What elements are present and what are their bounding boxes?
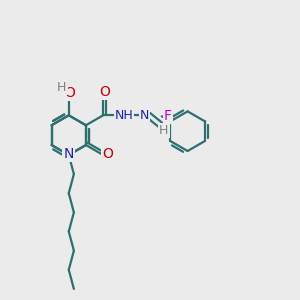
Text: N: N [64, 147, 74, 161]
Text: O: O [103, 147, 113, 161]
Text: O: O [100, 85, 110, 99]
Text: O: O [64, 85, 75, 100]
Text: H: H [57, 81, 67, 94]
Text: N: N [140, 109, 149, 122]
Text: NH: NH [115, 109, 133, 122]
Text: H: H [159, 124, 169, 137]
Text: F: F [164, 109, 172, 123]
